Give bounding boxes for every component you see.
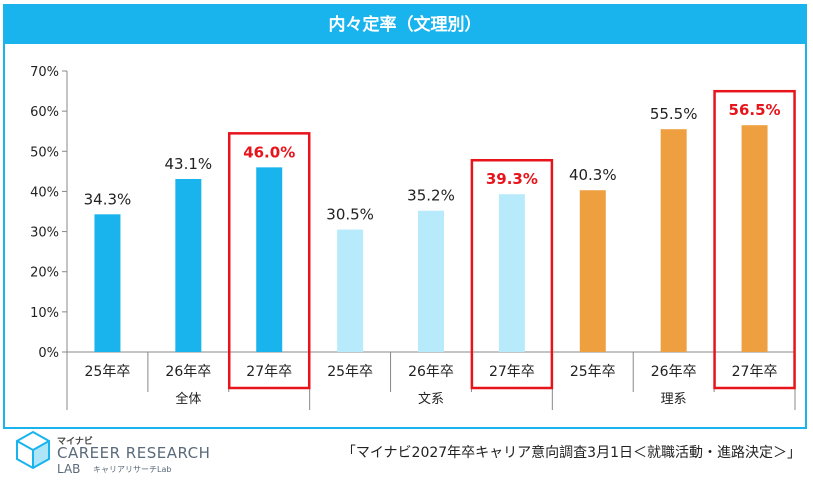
bar <box>660 129 687 352</box>
y-tick-label: 40% <box>30 185 59 200</box>
category-label: 27年卒 <box>489 364 535 380</box>
category-label: 25年卒 <box>570 364 616 380</box>
bar <box>741 125 768 352</box>
y-tick-label: 30% <box>30 226 59 241</box>
highlight-box <box>470 158 554 390</box>
chart-svg: 0% 10% 20% 30% 40% 50% 60% 70% 34.3% 25年卒 43.1% 26年… <box>30 65 796 410</box>
y-tick-label: 20% <box>30 266 59 281</box>
category-label: 27年卒 <box>246 364 292 380</box>
group-label: 文系 <box>418 392 444 407</box>
logo-name: CAREER RESEARCH <box>57 444 211 462</box>
bar <box>418 210 444 352</box>
source-note: 「マイナビ2027年卒キャリア意向調査3月1日＜就職活動・進路決定＞」 <box>341 445 801 461</box>
y-tick-label: 70% <box>30 65 59 80</box>
highlight-box <box>227 132 311 390</box>
y-tick-label: 10% <box>30 306 59 321</box>
data-label: 40.3% <box>569 166 617 184</box>
data-label: 30.5% <box>326 206 374 224</box>
data-label: 34.3% <box>84 190 132 208</box>
chart-title: 内々定率（文理別） <box>5 6 805 44</box>
logo-lab: LAB <box>57 462 81 476</box>
data-label: 35.2% <box>407 187 455 205</box>
logo-cube-icon <box>16 430 50 470</box>
group-label: 理系 <box>661 392 687 407</box>
data-label: 43.1% <box>165 155 213 173</box>
logo-kana: マイナビ <box>57 437 93 447</box>
y-tick-label: 50% <box>30 145 59 160</box>
data-label: 39.3% <box>486 170 538 188</box>
group-label: 全体 <box>175 391 201 407</box>
category-label: 26年卒 <box>651 364 697 380</box>
bar <box>94 214 121 352</box>
logo-sub: キャリアリサーチLab <box>93 465 172 474</box>
category-label: 26年卒 <box>165 364 211 380</box>
data-label: 56.5% <box>729 101 781 119</box>
category-label: 26年卒 <box>408 364 454 380</box>
data-label: 46.0% <box>243 143 295 161</box>
logo: マイナビ CAREER RESEARCH LAB キャリアリサーチLab <box>13 428 213 478</box>
bar <box>337 229 364 352</box>
bar <box>498 194 525 352</box>
bar <box>579 190 606 352</box>
category-label: 27年卒 <box>732 364 778 380</box>
data-label: 55.5% <box>650 105 698 123</box>
bar <box>175 178 202 352</box>
category-label: 25年卒 <box>85 364 131 380</box>
bar <box>256 167 283 352</box>
y-tick-label: 60% <box>30 105 59 120</box>
y-tick-label: 0% <box>38 346 59 361</box>
category-label: 25年卒 <box>327 364 373 380</box>
highlight-box <box>713 89 796 390</box>
